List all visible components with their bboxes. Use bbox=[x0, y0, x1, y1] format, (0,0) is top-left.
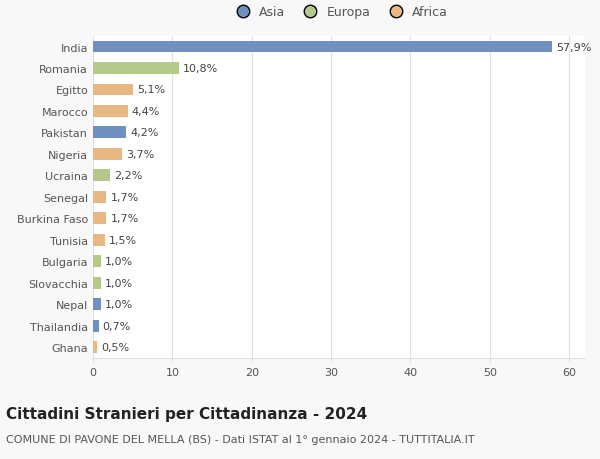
Text: 2,2%: 2,2% bbox=[115, 171, 143, 181]
Bar bbox=[93, 170, 110, 182]
Text: COMUNE DI PAVONE DEL MELLA (BS) - Dati ISTAT al 1° gennaio 2024 - TUTTITALIA.IT: COMUNE DI PAVONE DEL MELLA (BS) - Dati I… bbox=[6, 434, 475, 444]
Text: 4,4%: 4,4% bbox=[132, 106, 160, 117]
Bar bbox=[93, 191, 106, 203]
Text: 1,0%: 1,0% bbox=[105, 299, 133, 309]
Bar bbox=[93, 149, 122, 160]
Text: 57,9%: 57,9% bbox=[556, 42, 592, 52]
Bar bbox=[93, 256, 101, 268]
Bar bbox=[93, 298, 101, 310]
Bar bbox=[93, 320, 98, 332]
Bar bbox=[93, 127, 127, 139]
Bar bbox=[93, 41, 553, 53]
Text: 1,7%: 1,7% bbox=[110, 214, 139, 224]
Text: 3,7%: 3,7% bbox=[127, 150, 155, 160]
Text: 0,5%: 0,5% bbox=[101, 342, 129, 353]
Text: 10,8%: 10,8% bbox=[182, 64, 218, 74]
Bar bbox=[93, 106, 128, 118]
Bar bbox=[93, 84, 133, 96]
Text: 1,0%: 1,0% bbox=[105, 257, 133, 267]
Legend: Asia, Europa, Africa: Asia, Europa, Africa bbox=[226, 1, 452, 24]
Text: 4,2%: 4,2% bbox=[130, 128, 158, 138]
Text: 1,5%: 1,5% bbox=[109, 235, 137, 245]
Bar bbox=[93, 234, 105, 246]
Bar bbox=[93, 277, 101, 289]
Text: Cittadini Stranieri per Cittadinanza - 2024: Cittadini Stranieri per Cittadinanza - 2… bbox=[6, 406, 367, 421]
Text: 0,7%: 0,7% bbox=[103, 321, 131, 331]
Bar bbox=[93, 213, 106, 224]
Text: 5,1%: 5,1% bbox=[137, 85, 166, 95]
Bar bbox=[93, 63, 179, 75]
Text: 1,0%: 1,0% bbox=[105, 278, 133, 288]
Text: 1,7%: 1,7% bbox=[110, 192, 139, 202]
Bar bbox=[93, 341, 97, 353]
